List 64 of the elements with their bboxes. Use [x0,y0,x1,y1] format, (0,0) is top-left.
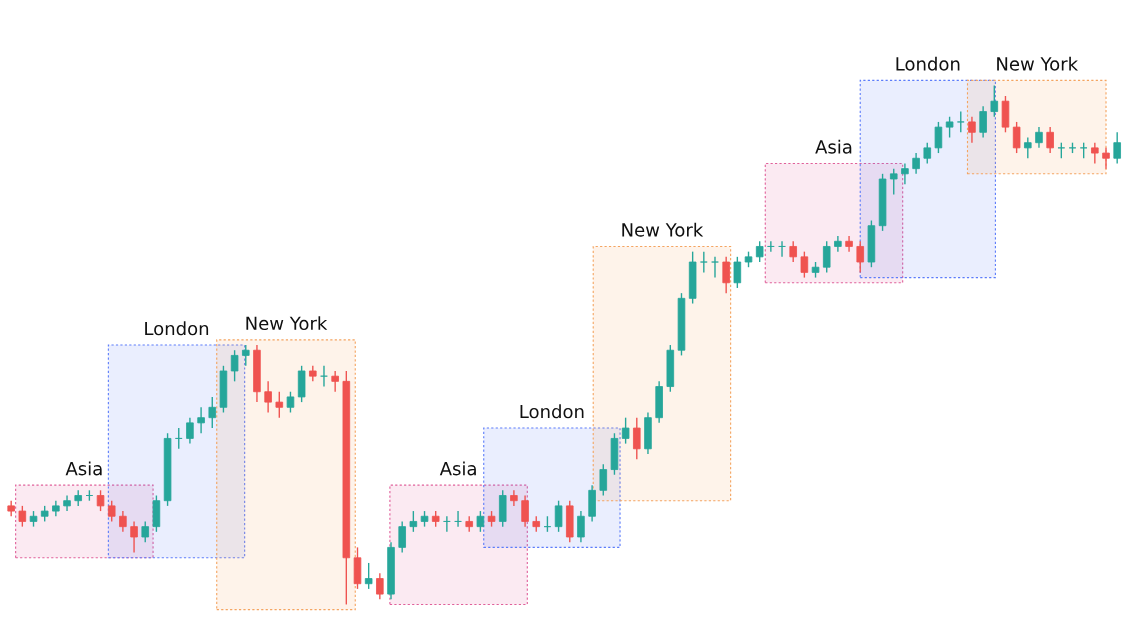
candlestick [599,463,608,497]
candlestick [1035,126,1043,149]
candlestick [141,520,149,543]
candlestick [364,562,373,590]
candlestick [208,396,217,429]
candlestick [398,520,406,554]
annotation: Asia [439,461,476,476]
candlestick [945,116,954,139]
candlestick [912,152,920,175]
candlestick [242,344,250,367]
candlestick [554,499,563,533]
candlestick [197,406,205,434]
candlestick [1012,121,1021,154]
candlestick [957,110,965,134]
candlestick [107,499,116,523]
candlestick [1113,131,1121,165]
candlestick [934,121,943,154]
candlestick [275,391,284,419]
candlestick [633,416,641,460]
annotation: New York [622,222,704,237]
candlestick [1091,141,1099,165]
annotation: New York [246,316,328,331]
candlestick [979,105,987,139]
candlestick [834,235,842,253]
candlestick [901,162,909,185]
candlestick [18,505,27,528]
candlestick [186,416,194,445]
candlestick [822,240,831,274]
candlestick [968,116,976,144]
candlestick [923,141,932,165]
text: London [896,56,960,71]
annotation: London [520,404,584,419]
candlestick [733,256,742,289]
candlestick [800,250,809,279]
candlestick [577,510,585,543]
candlestick [130,520,138,554]
candlestick [621,416,630,445]
candlestick [722,256,730,294]
candlestick [510,489,518,507]
candlestick [264,380,272,414]
candlestick [889,167,898,196]
candlestick [376,572,384,600]
candlestick [789,240,797,263]
candlestick [1102,147,1110,170]
candlestick [856,240,864,274]
candlestick [1024,136,1032,159]
candlestick [96,489,105,512]
text: New York [997,56,1079,71]
candlestick [286,391,295,414]
candlestick [845,235,853,253]
candlestick [230,349,239,383]
annotation: London [145,321,209,336]
candlestick [521,494,529,528]
candlestick [755,240,764,263]
annotation: Asia [815,139,852,154]
annotation: Asia [65,461,102,476]
candlestick [711,256,719,279]
candlestick [700,250,708,274]
candlestick [409,510,418,533]
candlestick [331,370,339,393]
candlestick [119,510,127,533]
candlestick [476,510,485,533]
candlestick [1046,126,1054,154]
candlestick [990,84,999,118]
